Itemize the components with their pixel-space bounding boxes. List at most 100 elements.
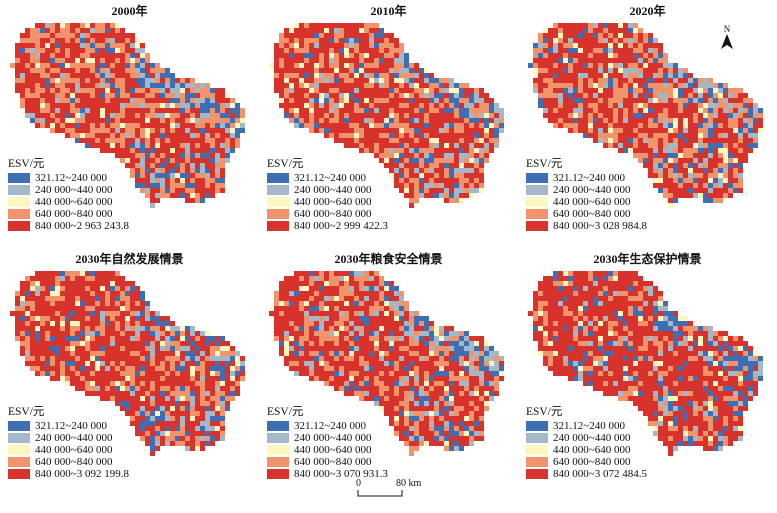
raster-cell xyxy=(543,88,548,93)
raster-cell xyxy=(623,78,628,83)
raster-cell xyxy=(399,326,404,331)
raster-cell xyxy=(339,68,344,73)
raster-cell xyxy=(688,108,693,113)
raster-cell xyxy=(723,83,728,88)
raster-cell xyxy=(334,316,339,321)
raster-cell xyxy=(304,93,309,98)
raster-cell xyxy=(299,88,304,93)
raster-cell xyxy=(180,391,185,396)
raster-cell xyxy=(693,113,698,118)
raster-cell xyxy=(449,178,454,183)
panel-title: 2030年自然发展情景 xyxy=(75,252,184,266)
raster-cell xyxy=(110,43,115,48)
raster-cell xyxy=(60,108,65,113)
raster-cell xyxy=(404,108,409,113)
raster-cell xyxy=(708,148,713,153)
raster-cell xyxy=(389,88,394,93)
raster-cell xyxy=(429,73,434,78)
raster-cell xyxy=(658,103,663,108)
raster-cell xyxy=(70,98,75,103)
raster-cell xyxy=(80,311,85,316)
raster-cell xyxy=(653,113,658,118)
raster-cell xyxy=(673,93,678,98)
raster-cell xyxy=(553,23,558,28)
legend-row-3: 640 000~840 000 xyxy=(8,456,129,468)
raster-cell xyxy=(688,133,693,138)
raster-cell xyxy=(578,118,583,123)
raster-cell xyxy=(110,321,115,326)
raster-cell xyxy=(429,158,434,163)
raster-cell xyxy=(65,108,70,113)
raster-cell xyxy=(50,356,55,361)
raster-cell xyxy=(489,138,494,143)
raster-cell xyxy=(434,326,439,331)
raster-cell xyxy=(35,341,40,346)
raster-cell xyxy=(180,401,185,406)
raster-cell xyxy=(205,356,210,361)
raster-cell xyxy=(205,406,210,411)
raster-cell xyxy=(718,178,723,183)
raster-cell xyxy=(568,68,573,73)
raster-cell xyxy=(155,441,160,446)
raster-cell xyxy=(349,291,354,296)
raster-cell xyxy=(414,336,419,341)
raster-cell xyxy=(708,178,713,183)
raster-cell xyxy=(90,371,95,376)
raster-cell xyxy=(65,351,70,356)
raster-cell xyxy=(284,43,289,48)
raster-cell xyxy=(628,83,633,88)
raster-cell xyxy=(30,68,35,73)
raster-cell xyxy=(85,68,90,73)
raster-cell xyxy=(294,43,299,48)
raster-cell xyxy=(558,33,563,38)
raster-cell xyxy=(414,138,419,143)
raster-cell xyxy=(419,108,424,113)
raster-cell xyxy=(140,336,145,341)
raster-cell xyxy=(289,306,294,311)
raster-cell xyxy=(374,361,379,366)
raster-cell xyxy=(568,73,573,78)
raster-cell xyxy=(180,386,185,391)
raster-cell xyxy=(210,98,215,103)
raster-cell xyxy=(314,296,319,301)
raster-cell xyxy=(190,426,195,431)
raster-cell xyxy=(60,23,65,28)
raster-cell xyxy=(459,331,464,336)
raster-cell xyxy=(95,361,100,366)
raster-cell xyxy=(414,168,419,173)
raster-cell xyxy=(439,148,444,153)
raster-cell xyxy=(165,431,170,436)
raster-cell xyxy=(608,138,613,143)
raster-cell xyxy=(309,301,314,306)
raster-cell xyxy=(140,108,145,113)
raster-cell xyxy=(593,38,598,43)
raster-cell xyxy=(215,351,220,356)
raster-cell xyxy=(753,133,758,138)
raster-cell xyxy=(444,98,449,103)
raster-cell xyxy=(623,68,628,73)
raster-cell xyxy=(65,113,70,118)
raster-cell xyxy=(304,103,309,108)
raster-cell xyxy=(723,193,728,198)
raster-cell xyxy=(558,23,563,28)
raster-cell xyxy=(349,336,354,341)
raster-cell xyxy=(319,376,324,381)
raster-cell xyxy=(673,163,678,168)
raster-cell xyxy=(728,138,733,143)
raster-cell xyxy=(543,48,548,53)
raster-cell xyxy=(274,53,279,58)
raster-cell xyxy=(210,173,215,178)
raster-cell xyxy=(299,371,304,376)
raster-cell xyxy=(578,78,583,83)
raster-cell xyxy=(115,108,120,113)
raster-cell xyxy=(125,406,130,411)
raster-cell xyxy=(474,153,479,158)
raster-cell xyxy=(374,38,379,43)
raster-cell xyxy=(160,148,165,153)
raster-cell xyxy=(230,351,235,356)
raster-cell xyxy=(718,128,723,133)
raster-cell xyxy=(563,33,568,38)
raster-cell xyxy=(688,128,693,133)
raster-cell xyxy=(608,63,613,68)
raster-cell xyxy=(85,301,90,306)
